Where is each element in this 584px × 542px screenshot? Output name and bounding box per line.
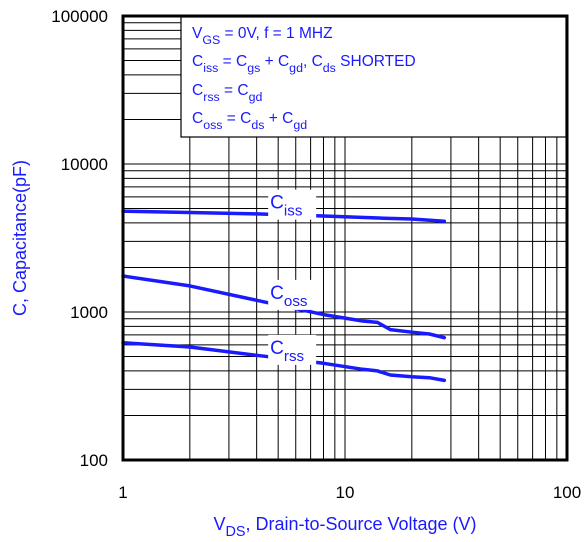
data-series bbox=[121, 209, 447, 383]
legend-line: Ciss = Cgs + Cgd, Cds SHORTED bbox=[192, 53, 416, 75]
annotation-box: VGS = 0V, f = 1 MHZ Ciss = Cgs + Cgd, Cds… bbox=[180, 16, 567, 138]
series-label-bg bbox=[268, 334, 317, 365]
x-tick-label: 100 bbox=[553, 483, 581, 502]
y-axis-label: C, Capacitance(pF) bbox=[10, 160, 30, 316]
legend-line: Coss = Cds + Cgd bbox=[192, 110, 307, 132]
legend-line: Crss = Cgd bbox=[192, 82, 262, 104]
series-label-bg bbox=[268, 279, 317, 310]
series-line-rss bbox=[121, 340, 447, 383]
x-tick-label: 10 bbox=[336, 483, 355, 502]
plot-frame bbox=[121, 14, 569, 462]
y-tick-label: 10000 bbox=[61, 155, 108, 174]
series-labels: Ciss Coss Crss bbox=[268, 189, 317, 365]
y-tick-label: 100000 bbox=[51, 7, 108, 26]
series-label-bg bbox=[268, 189, 317, 220]
legend-box bbox=[180, 16, 567, 138]
legend-line: VGS = 0V, f = 1 MHZ bbox=[192, 25, 333, 47]
series-label-iss: Ciss bbox=[270, 193, 303, 220]
series-line-iss bbox=[121, 209, 447, 224]
y-tick-label: 100 bbox=[80, 451, 108, 470]
tick-labels: 1 10 100 100 1000 10000 100000 bbox=[51, 7, 581, 502]
y-tick-label: 1000 bbox=[70, 303, 108, 322]
series-label-rss: Crss bbox=[270, 338, 304, 365]
x-axis-label: VDS, Drain-to-Source Voltage (V) bbox=[213, 514, 476, 540]
series-line-oss bbox=[121, 274, 447, 340]
series-label-oss: Coss bbox=[270, 283, 308, 310]
x-tick-label: 1 bbox=[118, 483, 127, 502]
